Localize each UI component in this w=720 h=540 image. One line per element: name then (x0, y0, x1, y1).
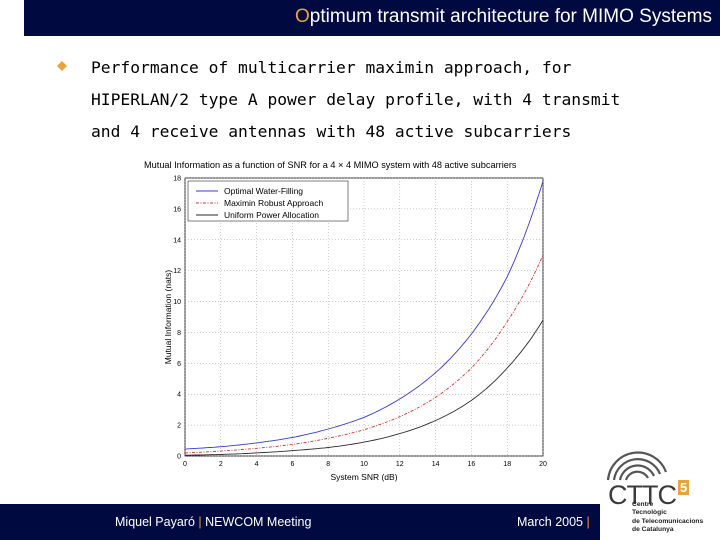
slide-title: Optimum transmit architecture for MIMO S… (295, 6, 712, 28)
x-tick-label: 4 (255, 461, 259, 468)
slide-title-rest: ptimum transmit architecture for MIMO Sy… (309, 6, 712, 27)
y-tick-label: 18 (173, 176, 181, 183)
y-axis-label: Mutual Information (nats) (163, 270, 173, 365)
x-tick-label: 14 (432, 461, 440, 468)
signal-arcs-icon (606, 451, 668, 481)
x-axis-label: System SNR (dB) (330, 472, 397, 482)
y-tick-label: 16 (173, 206, 181, 213)
y-tick-label: 2 (177, 423, 181, 430)
x-tick-label: 8 (326, 461, 330, 468)
logo-subtitle: Centre Tecnològic de Telecomunicacions d… (632, 501, 703, 534)
cttc-logo: CTTC 5 Centre Tecnològic de Telecomunicac… (602, 442, 720, 540)
x-tick-label: 2 (219, 461, 223, 468)
footer-separator: | (198, 515, 202, 529)
bullet-line: HIPERLAN/2 type A power delay profile, w… (91, 90, 621, 109)
y-tick-label: 12 (173, 268, 181, 275)
series-line-2 (185, 319, 544, 456)
series-line-1 (184, 255, 544, 454)
x-tick-label: 10 (360, 461, 368, 468)
y-tick-label: 8 (177, 330, 181, 337)
y-tick-label: 10 (173, 299, 181, 306)
title-bar: Optimum transmit architecture for MIMO S… (24, 0, 720, 36)
legend-box (187, 180, 349, 222)
footer-author: Miquel Payaró | NEWCOM Meeting (115, 515, 311, 529)
x-tick-label: 12 (396, 461, 404, 468)
legend-label: Maximin Robust Approach (224, 198, 323, 208)
x-tick-label: 0 (183, 461, 187, 468)
bullet-diamond-icon (57, 61, 67, 71)
footer-date: March 2005 | (517, 515, 590, 529)
bullet-line: and 4 receive antennas with 48 active su… (91, 122, 572, 141)
mutual-information-chart: Mutual Information as a function of SNR … (144, 160, 547, 482)
logo-subtitle-line: de Catalunya (632, 525, 674, 533)
bullet-text: Performance of multicarrier maximin appr… (91, 52, 691, 148)
slide-title-initial: O (294, 6, 310, 27)
logo-wordmark: CTTC 5 (608, 480, 690, 511)
bullet-line: Performance of multicarrier maximin appr… (91, 58, 572, 77)
logo-name: CTTC (608, 480, 677, 510)
x-tick-label: 20 (539, 461, 547, 468)
chart-title: Mutual Information as a function of SNR … (144, 160, 517, 170)
author-name: Miquel Payaró (115, 515, 195, 529)
legend-label: Uniform Power Allocation (224, 210, 319, 220)
y-tick-label: 6 (177, 361, 181, 368)
x-tick-label: 18 (503, 461, 511, 468)
event-name: NEWCOM Meeting (205, 515, 312, 529)
footer-separator-date: | (586, 515, 590, 529)
series-line-0 (184, 180, 544, 450)
y-tick-label: 0 (177, 454, 181, 461)
y-tick-label: 14 (173, 237, 181, 244)
logo-subtitle-line: de Telecomunicacions (632, 517, 704, 525)
y-tick-label: 4 (177, 392, 181, 399)
date-text: March 2005 (517, 515, 584, 529)
x-tick-label: 6 (290, 461, 294, 468)
x-tick-label: 16 (468, 461, 476, 468)
legend-label: Optimal Water-Filling (224, 186, 303, 196)
logo-subtitle-line: Centre (632, 501, 654, 508)
logo-mark: 5 (677, 480, 690, 495)
footer-bar: Miquel Payaró | NEWCOM Meeting March 200… (0, 504, 600, 540)
logo-subtitle-line: Tecnològic (632, 509, 667, 517)
